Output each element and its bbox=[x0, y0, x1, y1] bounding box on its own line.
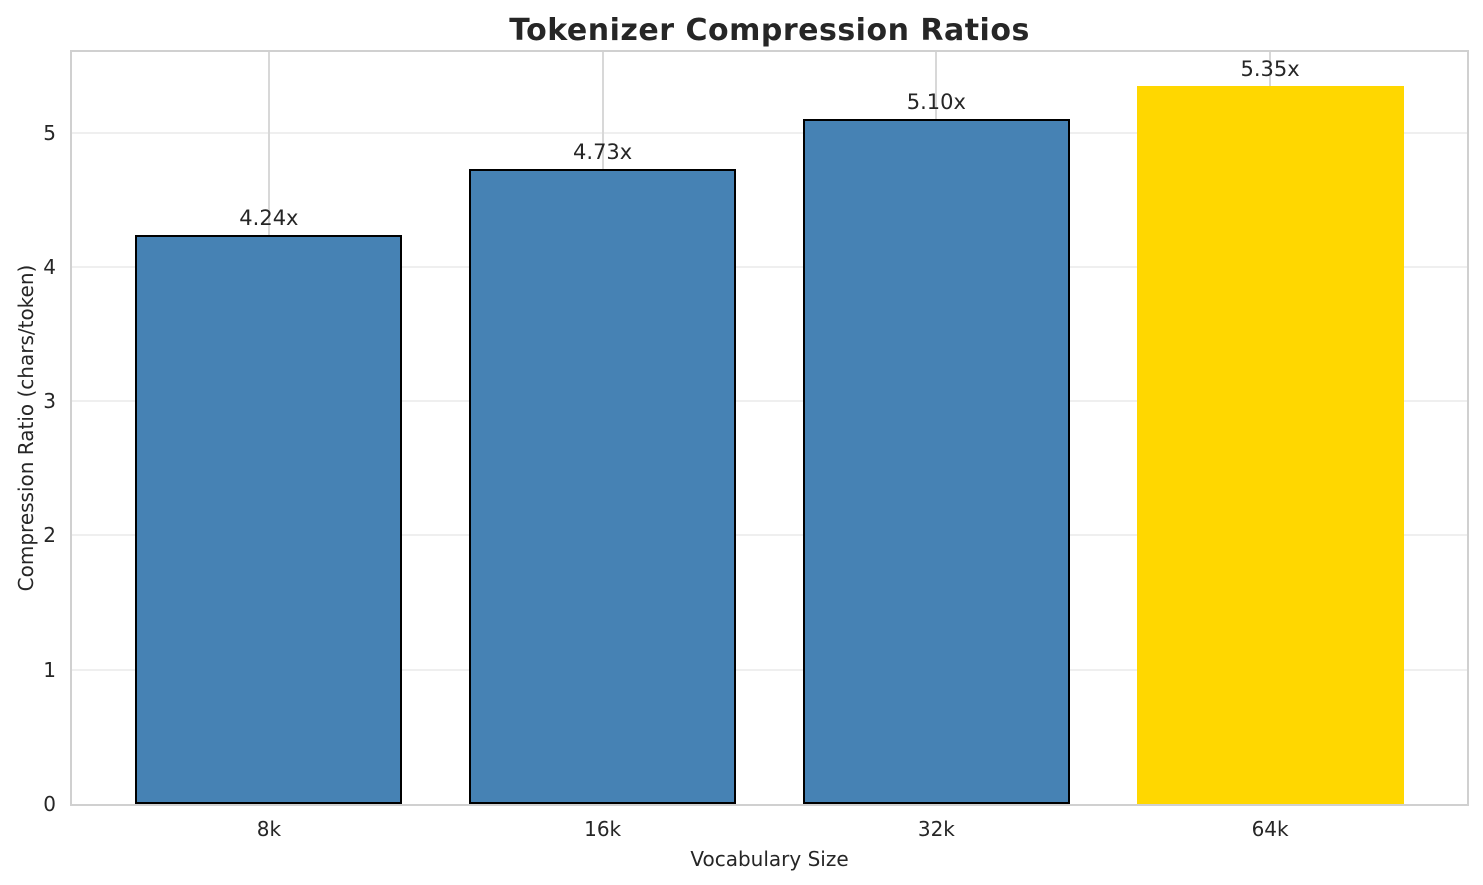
bar-value-label-16k: 4.73x bbox=[573, 139, 633, 164]
bar-value-label-32k: 5.10x bbox=[906, 90, 966, 115]
y-tick-label: 0 bbox=[43, 792, 56, 816]
plot-area: 4.24x 4.73x 5.10x 5.35x bbox=[70, 50, 1469, 806]
y-tick-label: 1 bbox=[43, 657, 56, 682]
y-tick-label: 5 bbox=[43, 120, 56, 145]
h-gridline bbox=[72, 534, 1467, 537]
h-gridline bbox=[72, 400, 1467, 403]
bar-32k bbox=[802, 119, 1070, 804]
x-tick-label-16k: 16k bbox=[584, 817, 622, 841]
h-gridline bbox=[72, 265, 1467, 268]
chart-title: Tokenizer Compression Ratios bbox=[509, 13, 1030, 48]
y-tick-label: 4 bbox=[43, 254, 56, 279]
x-axis-label: Vocabulary Size bbox=[690, 847, 849, 871]
h-gridline bbox=[72, 131, 1467, 134]
x-tick-label-8k: 8k bbox=[256, 817, 282, 841]
bar-64k bbox=[1136, 85, 1404, 804]
x-tick-label-32k: 32k bbox=[917, 817, 955, 841]
bar-value-label-64k: 5.35x bbox=[1240, 56, 1300, 81]
y-tick-label: 3 bbox=[43, 389, 56, 414]
bar-value-label-8k: 4.24x bbox=[239, 205, 299, 230]
bar-8k bbox=[135, 234, 403, 804]
h-gridline bbox=[72, 668, 1467, 671]
y-tick-label: 2 bbox=[43, 523, 56, 548]
x-tick-label-64k: 64k bbox=[1251, 817, 1289, 841]
bar-16k bbox=[469, 168, 737, 804]
